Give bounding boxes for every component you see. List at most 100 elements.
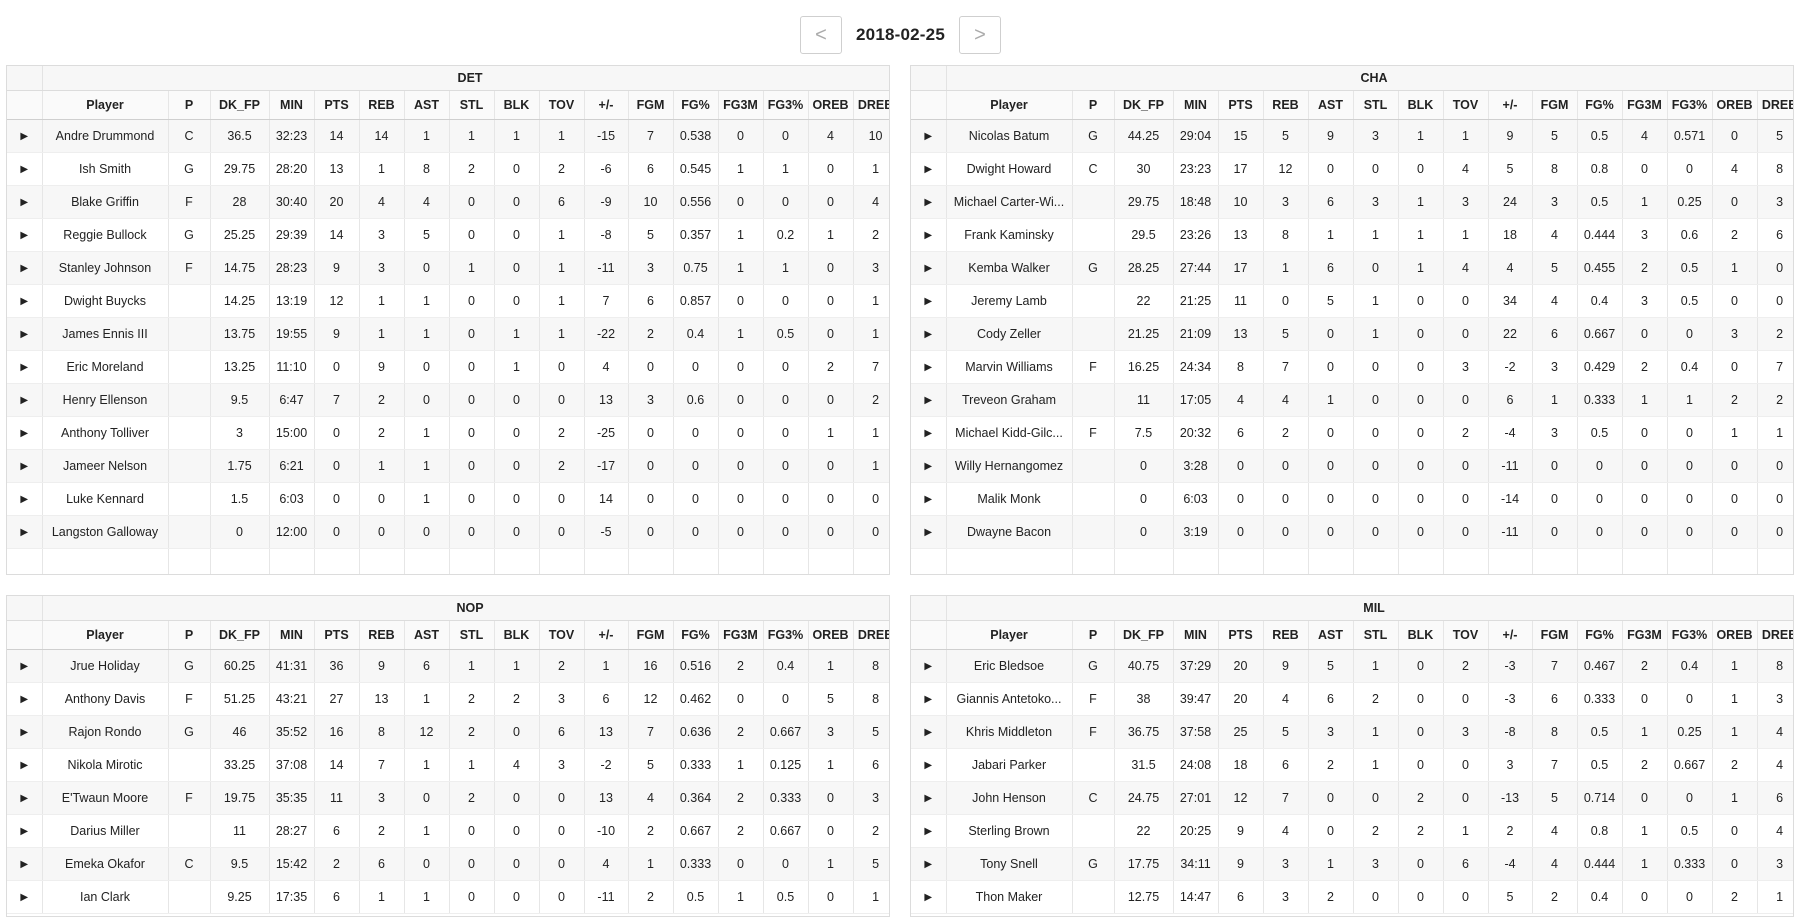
column-header-pos[interactable]: P [168, 90, 211, 120]
column-header-fg3-pct[interactable]: FG3% [763, 90, 809, 120]
caret-right-icon[interactable]: ▶ [7, 284, 43, 318]
caret-right-icon[interactable]: ▶ [911, 482, 947, 516]
table-row[interactable]: ▶ Jrue Holiday G 60.25 41:31 36 9 6 1 1 2 1 16 0.516 2… [7, 649, 889, 683]
caret-right-icon[interactable]: ▶ [911, 649, 947, 683]
caret-right-icon[interactable]: ▶ [7, 185, 43, 219]
table-row[interactable]: ▶ Ish Smith G 29.75 28:20 13 1 8 2 0 2 -6 6 0.545 1 1 0 1 [7, 152, 889, 186]
column-header-pts[interactable]: PTS [314, 620, 360, 650]
caret-right-icon[interactable]: ▶ [911, 152, 947, 186]
table-row[interactable]: ▶ Emeka Okafor C 9.5 15:42 2 6 0 0 0 0 4 1 0.333 0 0 1 5 [7, 847, 889, 881]
caret-right-icon[interactable]: ▶ [7, 251, 43, 285]
table-row[interactable]: ▶ Dwight Howard C 30 23:23 17 12 0 0 0 4 5 8 0.8 0 0 4 8 [911, 152, 1793, 186]
caret-right-icon[interactable]: ▶ [7, 814, 43, 848]
column-header-reb[interactable]: REB [359, 90, 405, 120]
table-row[interactable]: ▶ Darius Miller 11 28:27 6 2 1 0 0 0 -10 2 0.667 2 0.6… [7, 814, 889, 848]
column-header-ast[interactable]: AST [404, 620, 450, 650]
caret-right-icon[interactable]: ▶ [911, 515, 947, 549]
caret-right-icon[interactable]: ▶ [7, 152, 43, 186]
caret-right-icon[interactable]: ▶ [911, 383, 947, 417]
column-header-player[interactable]: Player [946, 90, 1073, 120]
caret-right-icon[interactable]: ▶ [911, 350, 947, 384]
caret-right-icon[interactable]: ▶ [911, 715, 947, 749]
table-row[interactable]: ▶ Marvin Williams F 16.25 24:34 8 7 0 0 0 3 -2 3 0.42… [911, 350, 1793, 384]
column-header-tov[interactable]: TOV [539, 620, 585, 650]
caret-right-icon[interactable]: ▶ [911, 317, 947, 351]
column-header-fgm[interactable]: FGM [1532, 620, 1578, 650]
column-header-plus-minus[interactable]: +/- [584, 620, 629, 650]
column-header-dk-fp[interactable]: DK_FP [210, 620, 270, 650]
table-row[interactable]: ▶ Andre Drummond C 36.5 32:23 14 14 1 1 1 1 -15 7 0.5… [7, 119, 889, 153]
prev-date-button[interactable]: < [800, 16, 843, 54]
table-row[interactable]: ▶ Nicolas Batum G 44.25 29:04 15 5 9 3 1 1 9 5 0.5 4 0.… [911, 119, 1793, 153]
table-row[interactable]: ▶ Jeremy Lamb 22 21:25 11 0 5 1 0 0 34 4 0.4 3 0.5 0 0 [911, 284, 1793, 318]
column-header-fg-pct[interactable]: FG% [673, 90, 719, 120]
column-header-fg3m[interactable]: FG3M [1622, 620, 1668, 650]
column-header-pts[interactable]: PTS [314, 90, 360, 120]
column-header-stl[interactable]: STL [449, 90, 495, 120]
caret-right-icon[interactable]: ▶ [7, 781, 43, 815]
column-header-reb[interactable]: REB [359, 620, 405, 650]
table-row[interactable]: ▶ Frank Kaminsky 29.5 23:26 13 8 1 1 1 1 18 4 0.444 3… [911, 218, 1793, 252]
table-row[interactable]: ▶ Malik Monk 0 6:03 0 0 0 0 0 0 -14 0 0 0 0 0 0 [911, 482, 1793, 516]
table-row[interactable]: ▶ Willy Hernangomez 0 3:28 0 0 0 0 0 0 -11 0 0 0 0 0 0 [911, 449, 1793, 483]
column-header-pos[interactable]: P [168, 620, 211, 650]
caret-right-icon[interactable]: ▶ [911, 748, 947, 782]
caret-right-icon[interactable]: ▶ [7, 515, 43, 549]
table-row[interactable]: ▶ Blake Griffin F 28 30:40 20 4 4 0 0 6 -9 10 0.556 0 0… [7, 185, 889, 219]
table-row[interactable]: ▶ Nikola Mirotic 33.25 37:08 14 7 1 1 4 3 -2 5 0.333… [7, 748, 889, 782]
caret-right-icon[interactable]: ▶ [7, 482, 43, 516]
column-header-reb[interactable]: REB [1263, 620, 1309, 650]
column-header-min[interactable]: MIN [1173, 620, 1219, 650]
column-header-oreb[interactable]: OREB [1712, 90, 1758, 120]
column-header-fg3m[interactable]: FG3M [718, 90, 764, 120]
column-header-dreb[interactable]: DREB [1757, 620, 1793, 650]
column-header-plus-minus[interactable]: +/- [1488, 620, 1533, 650]
caret-right-icon[interactable]: ▶ [7, 350, 43, 384]
column-header-ast[interactable]: AST [1308, 620, 1354, 650]
column-header-dreb[interactable]: DREB [853, 620, 889, 650]
column-header-fg3-pct[interactable]: FG3% [1667, 620, 1713, 650]
column-header-fg-pct[interactable]: FG% [1577, 90, 1623, 120]
column-header-oreb[interactable]: OREB [808, 620, 854, 650]
column-header-dk-fp[interactable]: DK_FP [1114, 90, 1174, 120]
column-header-blk[interactable]: BLK [1398, 620, 1444, 650]
caret-right-icon[interactable]: ▶ [7, 416, 43, 450]
caret-right-icon[interactable]: ▶ [911, 251, 947, 285]
column-header-fg3m[interactable]: FG3M [718, 620, 764, 650]
table-row[interactable]: ▶ Kemba Walker G 28.25 27:44 17 1 6 0 1 4 4 5 0.455 2 0… [911, 251, 1793, 285]
column-header-tov[interactable]: TOV [1443, 90, 1489, 120]
column-header-fg-pct[interactable]: FG% [673, 620, 719, 650]
table-row[interactable]: ▶ Giannis Antetoko... F 38 39:47 20 4 6 2 0 0 -3 6 0.… [911, 682, 1793, 716]
column-header-pos[interactable]: P [1072, 90, 1115, 120]
column-header-dk-fp[interactable]: DK_FP [210, 90, 270, 120]
column-header-blk[interactable]: BLK [1398, 90, 1444, 120]
column-header-plus-minus[interactable]: +/- [1488, 90, 1533, 120]
table-row[interactable]: ▶ Jameer Nelson 1.75 6:21 0 1 1 0 0 2 -17 0 0 0 0 0 1 [7, 449, 889, 483]
column-header-fg3m[interactable]: FG3M [1622, 90, 1668, 120]
table-row[interactable]: ▶ Ian Clark 9.25 17:35 6 1 1 0 0 0 -11 2 0.5 1 0.5 0 1 [7, 880, 889, 914]
column-header-blk[interactable]: BLK [494, 90, 540, 120]
column-header-pos[interactable]: P [1072, 620, 1115, 650]
caret-right-icon[interactable]: ▶ [7, 383, 43, 417]
column-header-tov[interactable]: TOV [1443, 620, 1489, 650]
column-header-fgm[interactable]: FGM [628, 90, 674, 120]
caret-right-icon[interactable]: ▶ [7, 317, 43, 351]
column-header-tov[interactable]: TOV [539, 90, 585, 120]
caret-right-icon[interactable]: ▶ [7, 218, 43, 252]
column-header-fgm[interactable]: FGM [628, 620, 674, 650]
column-header-min[interactable]: MIN [269, 90, 315, 120]
caret-right-icon[interactable]: ▶ [7, 715, 43, 749]
table-row[interactable]: ▶ Henry Ellenson 9.5 6:47 7 2 0 0 0 0 13 3 0.6 0 0 0 2 [7, 383, 889, 417]
table-row[interactable]: ▶ Sterling Brown 22 20:25 9 4 0 2 2 1 2 4 0.8 1 0.5 0 4 [911, 814, 1793, 848]
table-row[interactable]: ▶ Jabari Parker 31.5 24:08 18 6 2 1 0 0 3 7 0.5 2 0.66… [911, 748, 1793, 782]
caret-right-icon[interactable]: ▶ [911, 185, 947, 219]
caret-right-icon[interactable]: ▶ [911, 449, 947, 483]
caret-right-icon[interactable]: ▶ [7, 119, 43, 153]
column-header-pts[interactable]: PTS [1218, 90, 1264, 120]
column-header-oreb[interactable]: OREB [808, 90, 854, 120]
table-row[interactable]: ▶ E'Twaun Moore F 19.75 35:35 11 3 0 2 0 0 13 4 0.364… [7, 781, 889, 815]
caret-right-icon[interactable]: ▶ [911, 847, 947, 881]
column-header-plus-minus[interactable]: +/- [584, 90, 629, 120]
caret-right-icon[interactable]: ▶ [7, 682, 43, 716]
column-header-fg-pct[interactable]: FG% [1577, 620, 1623, 650]
